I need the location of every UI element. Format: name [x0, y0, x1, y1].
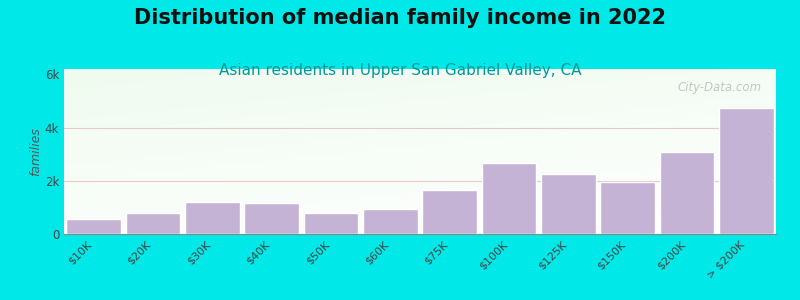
Bar [600, 182, 655, 234]
Bar [660, 152, 714, 234]
Text: Distribution of median family income in 2022: Distribution of median family income in … [134, 8, 666, 28]
Bar [185, 202, 240, 234]
Bar [541, 174, 596, 234]
Bar [126, 213, 180, 234]
Text: Asian residents in Upper San Gabriel Valley, CA: Asian residents in Upper San Gabriel Val… [218, 63, 582, 78]
Bar [719, 108, 774, 234]
Y-axis label: families: families [29, 127, 42, 176]
Bar [244, 203, 299, 234]
Bar [422, 190, 477, 234]
Bar [482, 164, 536, 234]
Bar [363, 209, 418, 234]
Bar [304, 213, 358, 234]
Bar [66, 219, 121, 234]
Text: City-Data.com: City-Data.com [678, 80, 762, 94]
